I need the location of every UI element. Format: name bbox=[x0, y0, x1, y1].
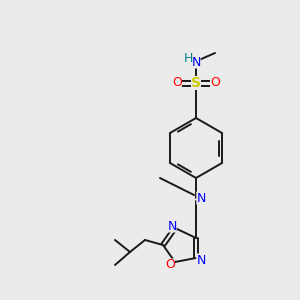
Text: N: N bbox=[196, 191, 206, 205]
Text: O: O bbox=[165, 259, 175, 272]
Text: N: N bbox=[167, 220, 177, 232]
Text: O: O bbox=[210, 76, 220, 89]
Text: N: N bbox=[196, 254, 206, 266]
Text: H: H bbox=[183, 52, 193, 64]
Text: S: S bbox=[191, 76, 201, 90]
Text: N: N bbox=[191, 56, 201, 68]
Text: O: O bbox=[172, 76, 182, 89]
